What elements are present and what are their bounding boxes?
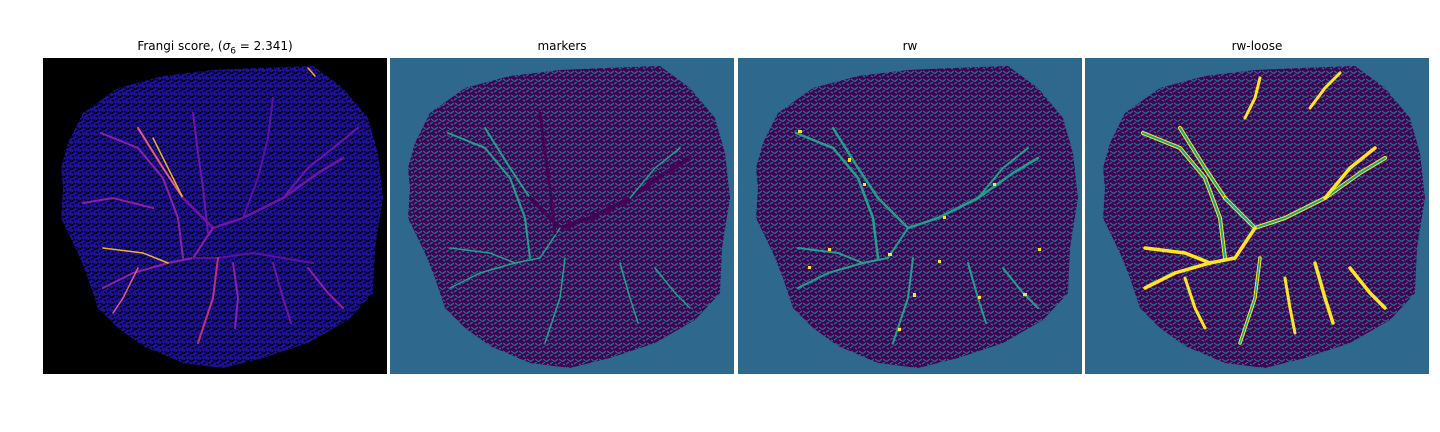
sigma-symbol: σ [222,39,231,53]
rw-loose-title: rw-loose [1231,39,1283,53]
frangi-score-title: Frangi score, (σ6 = 2.341) [43,39,387,56]
frangi-title-rest: = 2.341) [235,39,293,53]
sigma-subscript: 6 [230,46,236,57]
markers-title: markers [537,39,587,53]
rw-title: rw [902,39,918,53]
frangi-title-main: Frangi score, ( [137,39,223,53]
rw-image [738,58,1082,374]
markers-image [390,58,734,374]
rw-loose-image [1085,58,1429,374]
frangi-score-image [43,58,387,374]
